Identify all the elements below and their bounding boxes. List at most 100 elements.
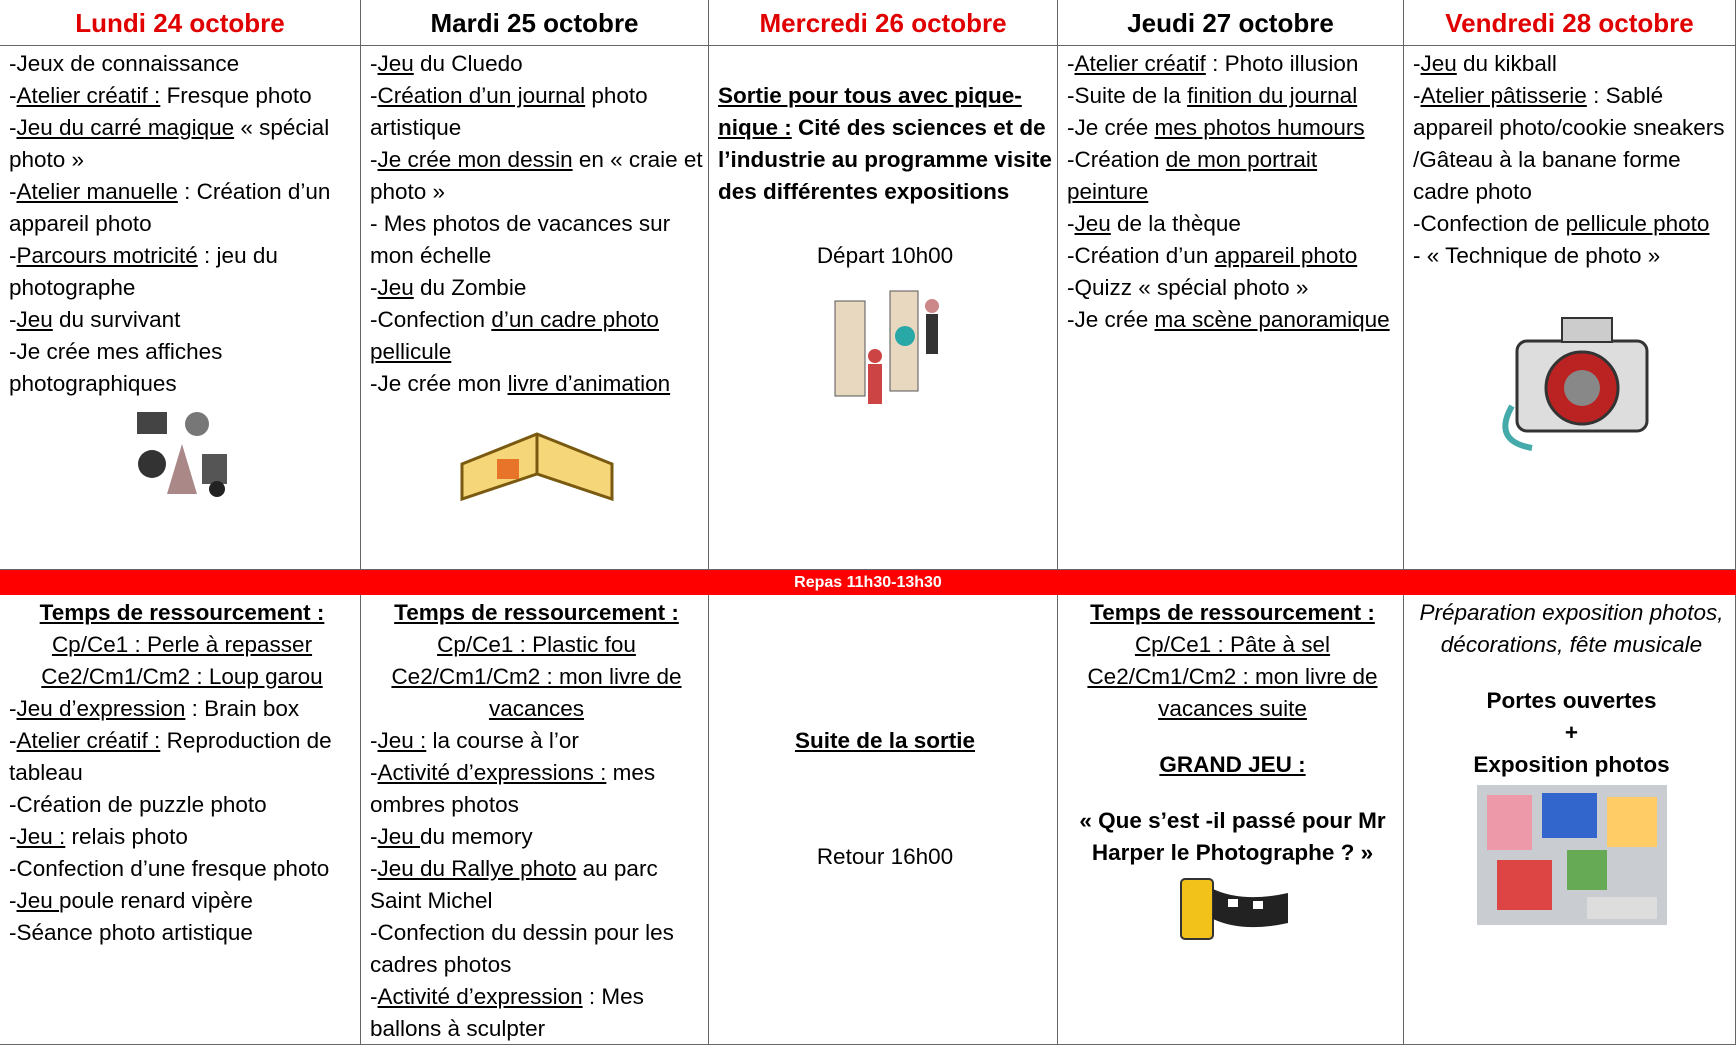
underlined-text: mes photos humours (1154, 115, 1365, 140)
activity-line: -Atelier créatif : Reproduction de table… (9, 725, 355, 789)
illustration (460, 432, 613, 502)
underlined-text: Atelier pâtisserie (1420, 83, 1587, 108)
underlined-text: Jeu : (16, 824, 66, 849)
text: « spécial photo » (9, 115, 330, 172)
text: : Photo illusion (1205, 51, 1359, 76)
morning-cell: -Jeu du kikball -Atelier pâtisserie : Sab… (1404, 46, 1736, 570)
illustration (1476, 785, 1667, 925)
underlined-text: Atelier créatif (1074, 51, 1206, 76)
morning-cell: -Atelier créatif : Photo illusion -Suite … (1058, 46, 1404, 570)
underlined-text: Temps de ressourcement : (1090, 600, 1375, 625)
morning-cell: Sortie pour tous avec pique-nique : Cité… (709, 46, 1058, 570)
morning-cell: -Jeu du Cluedo -Création d’un journal pho… (361, 46, 709, 570)
text: - (370, 728, 378, 753)
activity-line: -Je crée mon dessin en « craie et photo … (370, 144, 703, 208)
illustration (834, 290, 939, 404)
underlined-text: finition du journal (1187, 83, 1358, 108)
underlined-text: Ce2/Cm1/Cm2 : Loup garou (41, 664, 323, 689)
activity-line: + (1413, 717, 1730, 749)
underlined-text: livre d’animation (507, 371, 671, 396)
day-header: Mercredi 26 octobre (709, 0, 1058, 46)
text: - (370, 984, 378, 1009)
underlined-text: Cp/Ce1 : Perle à repasser (51, 632, 313, 657)
activity-line: -Suite de la finition du journal (1067, 80, 1398, 112)
text: - (9, 243, 17, 268)
activity-line: -Jeu poule renard vipère (9, 885, 355, 917)
activity-line: -Création d’un journal photo artistique (370, 80, 703, 144)
underlined-text: Jeu (377, 51, 414, 76)
text: - (370, 83, 378, 108)
text: - (9, 83, 17, 108)
underlined-text: Atelier créatif : (16, 728, 161, 753)
activity-line: -Activité d’expression : Mes ballons à s… (370, 981, 703, 1044)
text: -Je crée (1067, 307, 1155, 332)
afternoon-cell: Temps de ressourcement : Cp/Ce1 : Plastic… (361, 595, 709, 1045)
underlined-text: Jeu (1074, 211, 1111, 236)
activity-line: Temps de ressourcement : (370, 597, 703, 629)
text: - (9, 728, 17, 753)
underlined-text: pellicule photo (1565, 211, 1710, 236)
activity-line: Temps de ressourcement : (9, 597, 355, 629)
activity-line: Cp/Ce1 : Pâte à sel (1067, 629, 1398, 661)
underlined-text: appareil photo (1214, 243, 1358, 268)
activity-line: -Je crée ma scène panoramique (1067, 304, 1398, 336)
text: Exposition photos (1473, 752, 1670, 777)
text: - (370, 147, 378, 172)
text: -Création de puzzle photo (9, 792, 267, 817)
text: relais photo (65, 824, 188, 849)
underlined-text: Atelier créatif : (16, 83, 161, 108)
afternoon-cell: Préparation exposition photos, décoratio… (1404, 595, 1736, 1045)
text: en « craie et photo » (370, 147, 703, 204)
text: + (1564, 720, 1579, 745)
underlined-text: de mon portrait peinture (1067, 147, 1318, 204)
illustration (1501, 317, 1648, 451)
text: -Création d’un (1067, 243, 1215, 268)
underlined-text: Jeu du Rallye photo (377, 856, 577, 881)
text: - (9, 179, 17, 204)
text: - (1067, 51, 1075, 76)
text: - (9, 888, 17, 913)
day-header: Jeudi 27 octobre (1058, 0, 1404, 46)
underlined-text: d’un cadre photo pellicule (370, 307, 659, 364)
underlined-text: Activité d’expressions : (377, 760, 607, 785)
text: : Sablé appareil photo/cookie sneakers /… (1413, 83, 1725, 204)
illustration (137, 412, 227, 497)
activity-line: -Jeu d’expression : Brain box (9, 693, 355, 725)
activity-line: -Création de mon portrait peinture (1067, 144, 1398, 208)
activity-line: -Jeu du carré magique « spécial photo » (9, 112, 355, 176)
underlined-text: ma scène panoramique (1154, 307, 1390, 332)
activity-line: Ce2/Cm1/Cm2 : Loup garou (9, 661, 355, 693)
underlined-text: Je crée mon dessin (377, 147, 573, 172)
activity-line: -Confection du dessin pour les cadres ph… (370, 917, 703, 981)
activity-line: -Atelier créatif : Photo illusion (1067, 48, 1398, 80)
text: -Confection (370, 307, 492, 332)
activity-line: -Jeu du Rallye photo au parc Saint Miche… (370, 853, 703, 917)
underlined-text: Jeu (16, 307, 53, 332)
text: mes ombres photos (370, 760, 656, 817)
text: - (370, 824, 378, 849)
text: - Mes photos de vacances sur mon échelle (370, 211, 671, 268)
text: Préparation exposition photos, décoratio… (1419, 600, 1724, 657)
underlined-text: Sortie pour tous avec pique-nique : (718, 83, 1022, 140)
underlined-text: Atelier manuelle (16, 179, 178, 204)
underlined-text: GRAND JEU : (1159, 752, 1306, 777)
text: - (1067, 211, 1075, 236)
day-header: Vendredi 28 octobre (1404, 0, 1736, 46)
underlined-text: Ce2/Cm1/Cm2 : mon livre de vacances suit… (1087, 664, 1378, 721)
text: -Je crée mes affiches photographiques (9, 339, 223, 396)
text: -Création (1067, 147, 1166, 172)
underlined-text: Jeu : (377, 728, 427, 753)
activity-line: -Jeu du Cluedo (370, 48, 703, 80)
activity-line: GRAND JEU : (1067, 749, 1398, 781)
activity-line: -Séance photo artistique (9, 917, 355, 949)
underlined-text: Jeu du carré magique (16, 115, 235, 140)
activity-line: -Jeu du Zombie (370, 272, 703, 304)
text: -Jeux de connaissance (9, 51, 240, 76)
underlined-text: Jeu (1420, 51, 1457, 76)
underlined-text: Création d’un journal (377, 83, 586, 108)
text: Portes ouvertes (1486, 688, 1657, 713)
activity-line: Départ 10h00 (718, 240, 1052, 272)
activity-line: -Confection de pellicule photo (1413, 208, 1730, 240)
text: : Brain box (185, 696, 300, 721)
